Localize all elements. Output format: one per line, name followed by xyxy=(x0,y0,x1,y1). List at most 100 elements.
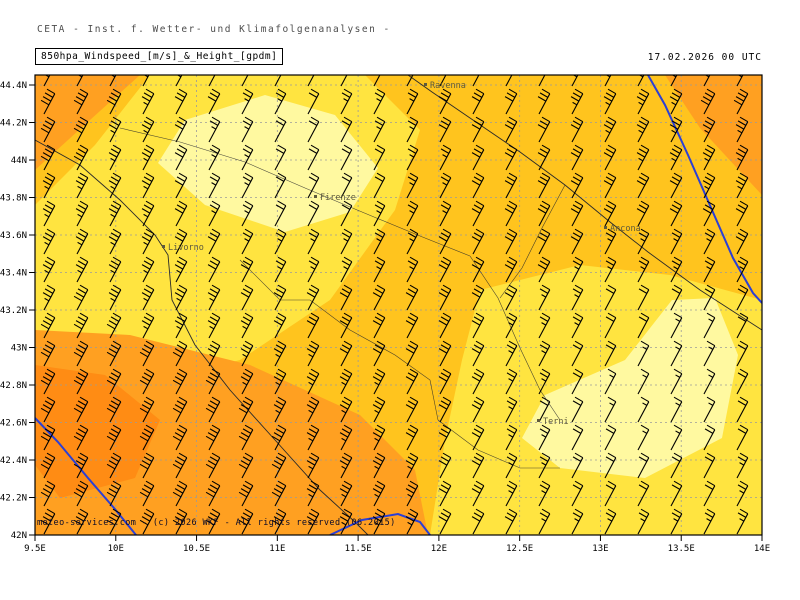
wind-barb xyxy=(669,116,683,143)
wind-barb xyxy=(73,424,89,451)
wind-barb xyxy=(205,368,221,395)
wind-barb xyxy=(241,75,249,87)
wind-barb xyxy=(471,172,485,199)
wind-barb xyxy=(505,340,518,367)
wind-barb xyxy=(240,340,254,367)
wind-barb xyxy=(406,172,419,199)
lon-label: 10E xyxy=(108,544,124,554)
wind-barb xyxy=(703,368,716,395)
wind-barb xyxy=(43,75,51,87)
wind-barb xyxy=(471,284,485,311)
wind-barb xyxy=(570,144,584,171)
wind-barb xyxy=(571,284,584,311)
wind-barb xyxy=(670,368,683,395)
wind-barb xyxy=(240,312,254,339)
wind-barb xyxy=(42,172,56,199)
wind-barb xyxy=(504,200,518,227)
wind-barb xyxy=(40,508,56,535)
wind-barb xyxy=(274,88,287,115)
wind-barb xyxy=(570,172,584,199)
wind-barb xyxy=(274,228,287,255)
wind-barb xyxy=(603,116,617,143)
wind-barb xyxy=(240,368,254,395)
wind-barb xyxy=(703,508,716,535)
wind-barb xyxy=(139,424,155,451)
wind-barb xyxy=(339,312,353,339)
wind-barb xyxy=(372,368,386,395)
wind-barb xyxy=(108,144,122,171)
wind-barb xyxy=(603,144,617,171)
wind-barb xyxy=(238,424,254,451)
wind-barb xyxy=(736,75,744,87)
wind-barb-layer xyxy=(40,75,749,535)
wind-barb xyxy=(106,368,122,395)
wind-barb xyxy=(604,368,617,395)
wind-barb xyxy=(73,452,89,479)
wind-barb xyxy=(504,508,518,535)
city-label: Ravenna xyxy=(430,81,466,91)
wind-barb xyxy=(735,200,749,227)
wind-barb xyxy=(73,144,89,171)
copyright-text: meteo-services.com - (c) 2026 WKF - All … xyxy=(37,518,396,528)
wind-barb xyxy=(735,172,749,199)
wind-barb xyxy=(307,75,315,87)
wind-barb xyxy=(603,200,617,227)
wind-barb xyxy=(736,396,749,423)
wind-barb xyxy=(141,256,155,283)
wind-barb xyxy=(207,228,221,255)
wind-barb xyxy=(637,256,650,283)
city-label: Firenze xyxy=(320,193,356,203)
wind-barb xyxy=(240,256,254,283)
wind-barb xyxy=(141,172,155,199)
wind-barb xyxy=(735,116,749,143)
wind-barb xyxy=(306,396,320,423)
wind-barb xyxy=(405,396,419,423)
wind-barb xyxy=(637,228,650,255)
wind-barb xyxy=(636,88,650,115)
wind-barb xyxy=(471,368,485,395)
wind-barb xyxy=(241,144,254,171)
windspeed-region-orange xyxy=(665,75,762,195)
wind-barb xyxy=(570,88,584,115)
wind-barb xyxy=(736,256,749,283)
wind-barb xyxy=(670,508,683,535)
wind-barb xyxy=(406,116,419,143)
wind-barb xyxy=(471,144,485,171)
wind-barb xyxy=(339,452,353,479)
wind-barb xyxy=(307,172,320,199)
wind-barb xyxy=(174,172,188,199)
lat-label: 42.8N xyxy=(0,381,27,391)
wind-barb xyxy=(406,256,419,283)
wind-barb xyxy=(106,508,122,535)
wind-barb xyxy=(205,480,221,507)
wind-barb xyxy=(439,144,452,171)
wind-barb xyxy=(439,200,452,227)
wind-barb xyxy=(703,284,716,311)
wind-barb xyxy=(75,172,89,199)
wind-barb xyxy=(340,88,353,115)
wind-barb xyxy=(637,424,650,451)
wind-barb xyxy=(339,508,353,535)
wind-barb xyxy=(471,88,485,115)
wind-barb xyxy=(271,508,287,535)
wind-barb xyxy=(736,424,749,451)
wind-barb xyxy=(172,340,188,367)
wind-barb xyxy=(340,75,348,87)
wind-barb xyxy=(538,396,551,423)
wind-barb xyxy=(106,424,122,451)
wind-barb xyxy=(340,228,353,255)
wind-barb xyxy=(571,340,584,367)
wind-barb xyxy=(40,116,56,143)
wind-barb xyxy=(241,200,254,227)
city-label: Livorno xyxy=(168,243,204,253)
wind-barb xyxy=(438,452,452,479)
wind-barb xyxy=(373,200,386,227)
wind-barb xyxy=(42,256,56,283)
windspeed-region-pale xyxy=(522,298,738,478)
wind-barb xyxy=(471,424,485,451)
wind-barb xyxy=(141,228,155,255)
wind-barb xyxy=(670,396,683,423)
wind-barb xyxy=(735,144,749,171)
wind-barb xyxy=(405,368,419,395)
wind-barb xyxy=(603,172,617,199)
